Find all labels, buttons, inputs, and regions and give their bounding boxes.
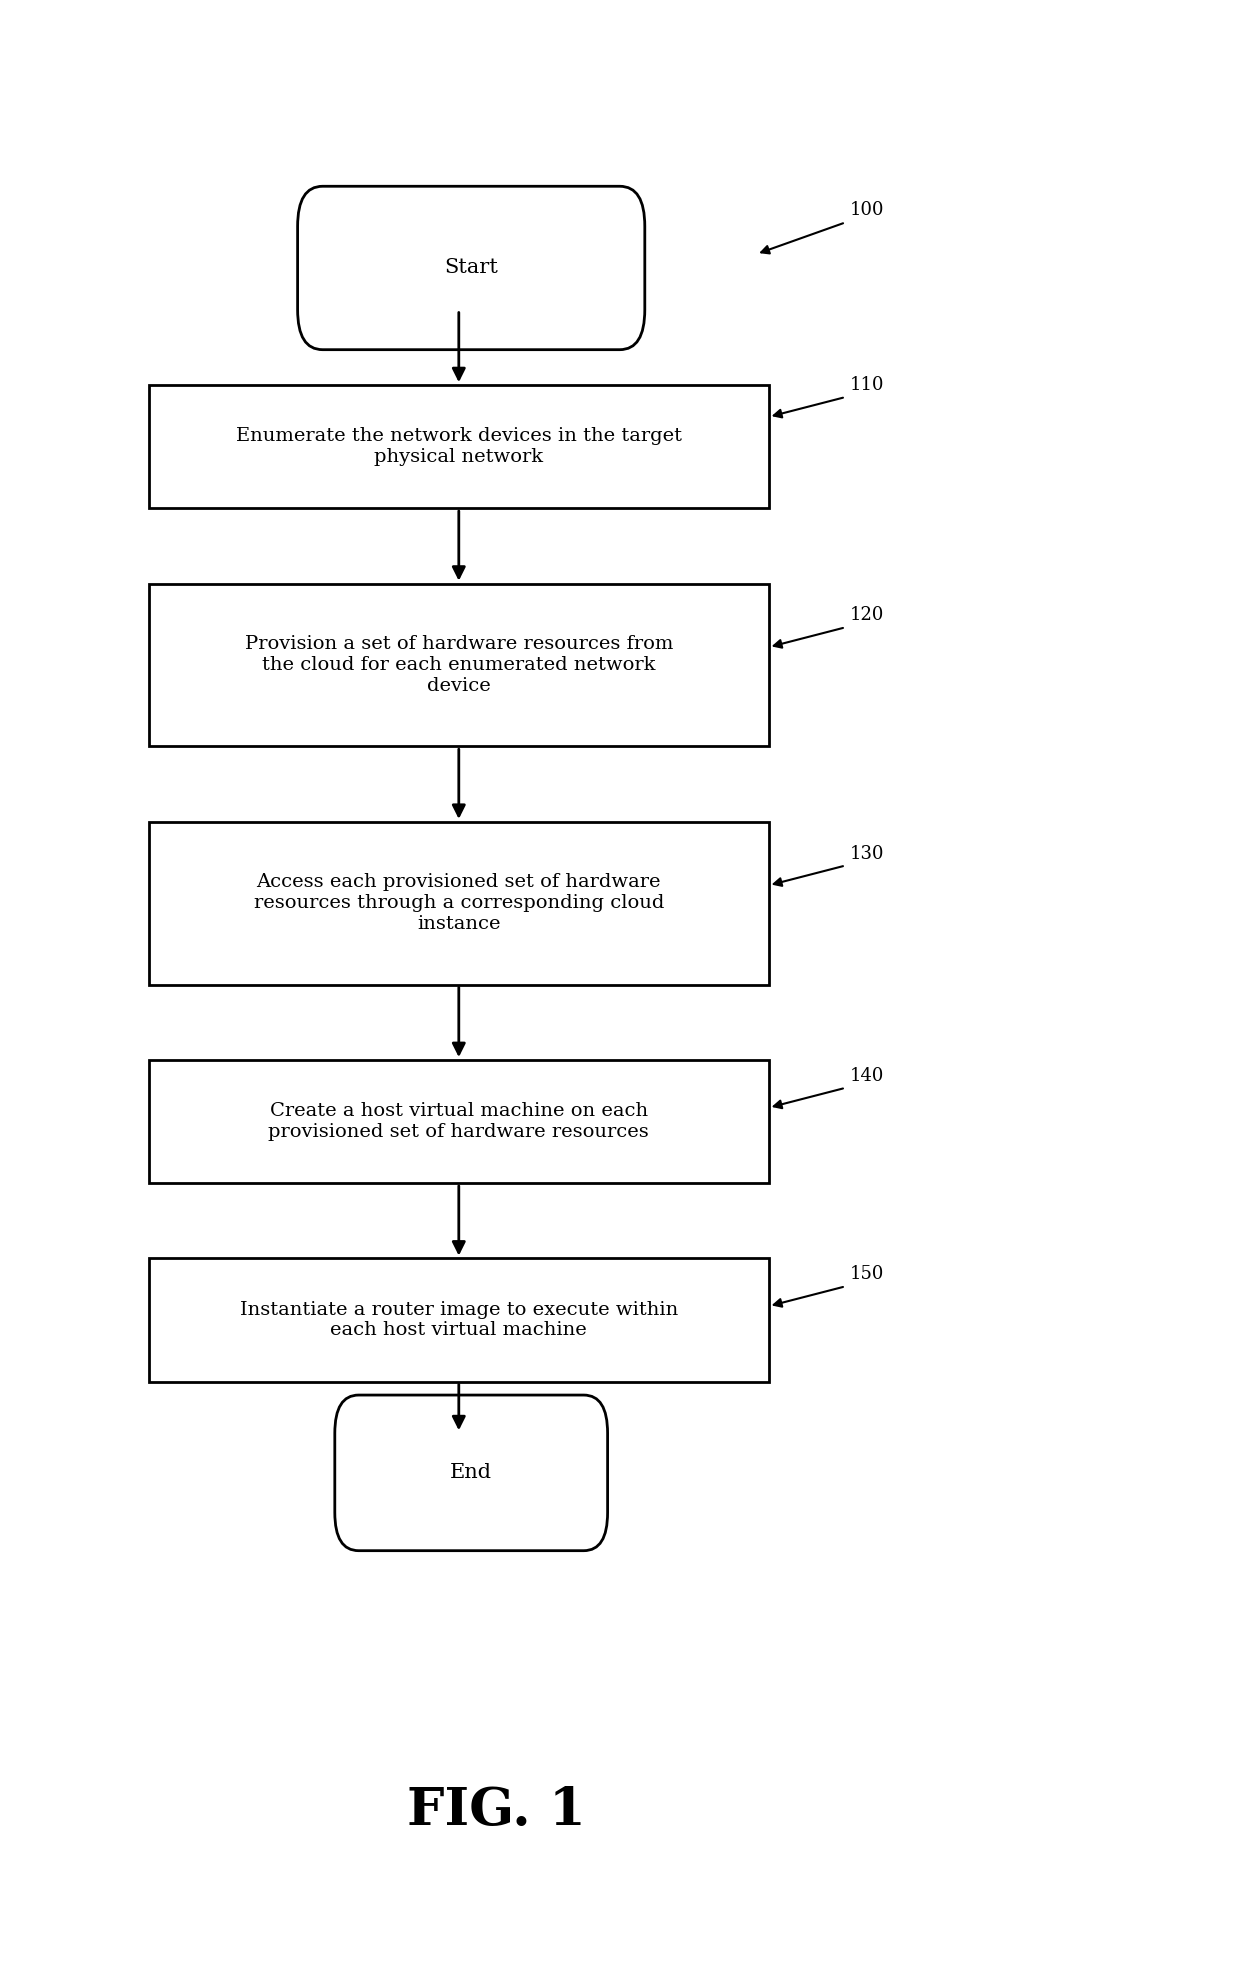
Text: Provision a set of hardware resources from
the cloud for each enumerated network: Provision a set of hardware resources fr… (244, 635, 673, 695)
Text: End: End (450, 1463, 492, 1483)
Text: 110: 110 (849, 375, 884, 395)
FancyBboxPatch shape (298, 187, 645, 349)
Text: 120: 120 (849, 605, 884, 625)
Bar (149, 822, 769, 985)
FancyBboxPatch shape (335, 1395, 608, 1550)
Text: Access each provisioned set of hardware
resources through a corresponding cloud
: Access each provisioned set of hardware … (254, 873, 663, 933)
Bar (149, 385, 769, 508)
Bar (149, 1060, 769, 1183)
Bar (149, 584, 769, 746)
Text: 130: 130 (849, 844, 884, 863)
Text: Enumerate the network devices in the target
physical network: Enumerate the network devices in the tar… (236, 427, 682, 466)
Text: 150: 150 (849, 1264, 884, 1284)
Text: 100: 100 (849, 200, 884, 220)
Text: Start: Start (444, 258, 498, 278)
Bar (149, 1258, 769, 1382)
Text: FIG. 1: FIG. 1 (407, 1785, 585, 1836)
Text: Instantiate a router image to execute within
each host virtual machine: Instantiate a router image to execute wi… (239, 1300, 678, 1340)
Text: 140: 140 (849, 1066, 884, 1086)
Text: Create a host virtual machine on each
provisioned set of hardware resources: Create a host virtual machine on each pr… (268, 1102, 650, 1141)
